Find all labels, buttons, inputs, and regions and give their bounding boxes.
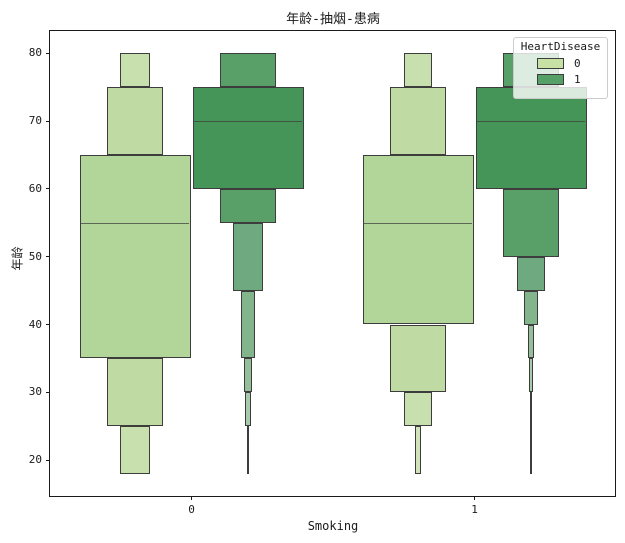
- x-axis-label: Smoking: [307, 519, 359, 533]
- y-tick-label: 70: [28, 114, 42, 128]
- x-tick-mark: [474, 496, 475, 500]
- boxen-box-smoking0-hd1: [192, 87, 304, 189]
- median-line: [477, 121, 585, 123]
- median-line: [81, 222, 189, 225]
- legend-item-label: 0: [574, 56, 581, 70]
- boxen-box-smoking1-hd1: [530, 392, 533, 474]
- boxen-box-smoking1-hd1: [475, 87, 587, 189]
- legend-item-1: 1: [514, 72, 607, 86]
- boxen-box-smoking1-hd0: [404, 392, 432, 427]
- median-line: [364, 222, 472, 225]
- boxen-box-smoking0-hd1: [219, 188, 277, 223]
- y-tick-mark: [46, 188, 50, 190]
- x-tick-label: 0: [188, 503, 195, 516]
- y-tick-label: 20: [28, 453, 42, 467]
- boxen-box-smoking1-hd0: [414, 426, 422, 474]
- boxen-box-smoking0-hd0: [120, 53, 150, 88]
- boxen-box-smoking1-hd0: [389, 324, 447, 393]
- boxen-box-smoking0-hd0: [107, 358, 163, 427]
- boxen-box-smoking0-hd0: [120, 426, 150, 474]
- y-tick-label: 40: [28, 317, 42, 331]
- boxen-box-smoking0-hd0: [79, 155, 191, 359]
- boxen-box-smoking1-hd1: [527, 324, 535, 359]
- boxen-box-smoking0-hd1: [233, 222, 263, 291]
- boxen-box-smoking0-hd0: [107, 87, 163, 156]
- boxen-box-smoking1-hd0: [362, 155, 474, 325]
- boxen-box-smoking0-hd1: [240, 290, 256, 359]
- median-line: [194, 121, 302, 123]
- y-tick-mark: [46, 324, 50, 325]
- y-tick-mark: [46, 459, 50, 461]
- y-tick-label: 80: [28, 46, 42, 60]
- y-tick-mark: [46, 391, 50, 393]
- x-tick-label: 1: [471, 503, 478, 516]
- boxen-box-smoking0-hd1: [220, 53, 276, 88]
- y-tick-mark: [46, 120, 50, 122]
- y-tick-label: 60: [28, 181, 42, 195]
- y-tick-mark: [46, 256, 50, 258]
- y-tick-label: 50: [28, 249, 42, 263]
- legend-item-label: 1: [574, 72, 581, 86]
- boxen-box-smoking1-hd1: [529, 358, 533, 393]
- boxen-box-smoking1-hd0: [389, 87, 447, 156]
- y-tick-label: 30: [28, 385, 42, 399]
- legend-item-0: 0: [514, 56, 607, 70]
- boxen-box-smoking1-hd0: [403, 53, 433, 88]
- boxen-box-smoking1-hd1: [517, 256, 545, 291]
- boxen-box-smoking0-hd1: [243, 358, 253, 393]
- legend-patch-icon: [537, 57, 564, 69]
- legend-title: HeartDisease: [520, 40, 601, 53]
- y-tick-mark: [46, 52, 50, 54]
- boxen-box-smoking1-hd1: [524, 290, 538, 325]
- x-tick-mark: [191, 496, 192, 500]
- legend-patch-icon: [537, 73, 564, 85]
- boxen-box-smoking0-hd1: [245, 392, 251, 427]
- chart-title: 年龄-抽烟-患病: [286, 12, 380, 27]
- boxen-box-smoking0-hd1: [246, 426, 250, 474]
- boxen-box-smoking1-hd1: [502, 188, 560, 257]
